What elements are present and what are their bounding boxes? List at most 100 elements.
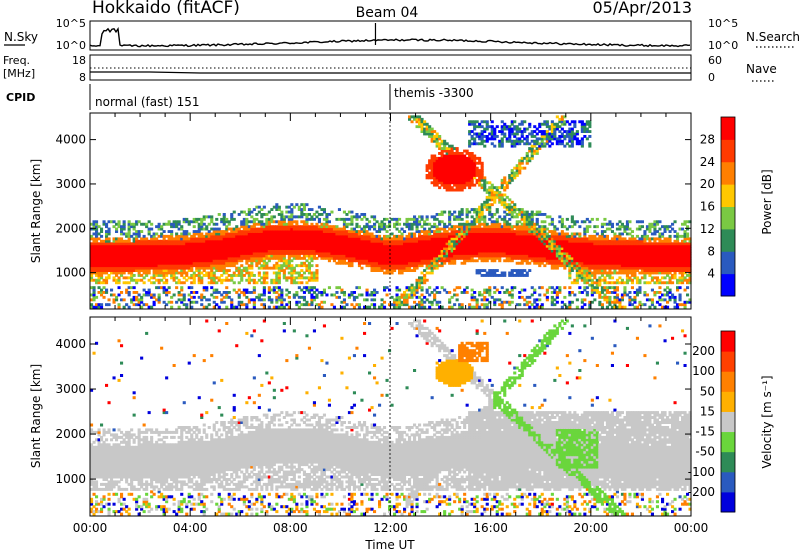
heatmap-cell: [217, 254, 221, 258]
heatmap-cell: [262, 249, 266, 253]
heatmap-cell: [287, 254, 291, 258]
heatmap-cell: [202, 234, 206, 238]
heatmap-cell: [117, 259, 121, 263]
heatmap-cell: [395, 227, 399, 231]
heatmap-cell: [175, 239, 179, 243]
heatmap-cell: [312, 232, 316, 236]
heatmap-cell: [322, 230, 326, 233]
heatmap-cell: [315, 222, 319, 226]
heatmap-cell: [217, 247, 221, 250]
heatmap-cell: [137, 298, 141, 302]
heatmap-cell: [100, 269, 104, 272]
heatmap-cell: [225, 237, 229, 241]
heatmap-cell: [485, 120, 489, 124]
heatmap-cell: [272, 239, 276, 243]
heatmap-cell: [140, 222, 144, 226]
heatmap-cell: [137, 242, 141, 246]
heatmap-cell: [448, 217, 452, 221]
heatmap-cell: [257, 293, 261, 297]
heatmap-cell: [205, 247, 209, 250]
heatmap-cell: [252, 259, 256, 263]
heatmap-cell: [175, 232, 179, 236]
heatmap-cell: [302, 220, 306, 224]
heatmap-cell: [277, 286, 281, 290]
heatmap-cell: [192, 232, 196, 236]
heatmap-cell: [292, 271, 296, 275]
heatmap-cell: [270, 232, 274, 236]
heatmap-cell: [352, 291, 356, 294]
heatmap-cell: [373, 303, 377, 307]
heatmap-cell: [282, 239, 286, 243]
heatmap-cell: [215, 269, 219, 272]
heatmap-cell: [257, 242, 261, 246]
heatmap-cell: [217, 305, 221, 309]
heatmap-cell: [428, 305, 432, 309]
heatmap-cell: [92, 298, 96, 302]
heatmap-cell: [202, 215, 206, 219]
heatmap-cell: [310, 288, 314, 292]
heatmap-cell: [152, 239, 156, 243]
heatmap-cell: [115, 271, 119, 275]
heatmap-cell: [105, 222, 109, 226]
heatmap-cell: [280, 230, 284, 233]
heatmap-cell: [217, 291, 221, 294]
heatmap-cell: [267, 237, 271, 241]
heatmap-cell: [190, 266, 194, 270]
heatmap-cell: [152, 256, 156, 260]
heatmap-cell: [102, 256, 106, 260]
heatmap-cell: [205, 215, 209, 219]
heatmap-cell: [202, 256, 206, 260]
heatmap-cell: [122, 269, 126, 272]
heatmap-cell: [147, 269, 151, 272]
heatmap-cell: [120, 259, 124, 263]
heatmap-cell: [97, 261, 101, 265]
heatmap-cell: [222, 259, 226, 263]
heatmap-cell: [210, 247, 214, 250]
heatmap-cell: [112, 261, 116, 265]
heatmap-cell: [97, 303, 101, 307]
heatmap-cell: [220, 256, 224, 260]
heatmap-cell: [205, 242, 209, 246]
heatmap-cell: [282, 261, 286, 265]
heatmap-cell: [217, 230, 221, 233]
heatmap-cell: [300, 256, 304, 260]
heatmap-cell: [267, 288, 271, 292]
heatmap-cell: [237, 234, 241, 238]
heatmap-cell: [135, 278, 139, 282]
heatmap-cell: [275, 203, 279, 207]
heatmap-cell: [95, 247, 99, 250]
heatmap-cell: [250, 225, 254, 229]
heatmap-cell: [302, 249, 306, 253]
heatmap-cell: [207, 242, 211, 246]
heatmap-cell: [272, 220, 276, 224]
heatmap-cell: [270, 252, 274, 255]
heatmap-cell: [120, 244, 124, 248]
heatmap-cell: [172, 254, 176, 258]
heatmap-cell: [312, 237, 316, 241]
heatmap-cell: [212, 300, 216, 304]
heatmap-cell: [212, 291, 216, 294]
heatmap-cell: [428, 293, 432, 297]
heatmap-cell: [147, 271, 151, 275]
heatmap-cell: [225, 293, 229, 297]
heatmap-cell: [175, 254, 179, 258]
heatmap-cell: [257, 252, 261, 255]
heatmap-cell: [277, 239, 281, 243]
heatmap-cell: [292, 225, 296, 229]
heatmap-cell: [190, 239, 194, 243]
heatmap-cell: [270, 242, 274, 246]
heatmap-cell: [237, 242, 241, 246]
heatmap-cell: [112, 269, 116, 272]
heatmap-cell: [220, 266, 224, 270]
heatmap-cell: [305, 269, 309, 272]
heatmap-cell: [135, 247, 139, 250]
heatmap-cell: [147, 227, 151, 231]
heatmap-cell: [180, 254, 184, 258]
heatmap-cell: [120, 269, 124, 272]
heatmap-cell: [122, 239, 126, 243]
heatmap-cell: [195, 291, 199, 294]
heatmap-cell: [145, 274, 149, 277]
heatmap-cell: [155, 225, 159, 229]
heatmap-cell: [222, 215, 226, 219]
heatmap-cell: [247, 271, 251, 275]
